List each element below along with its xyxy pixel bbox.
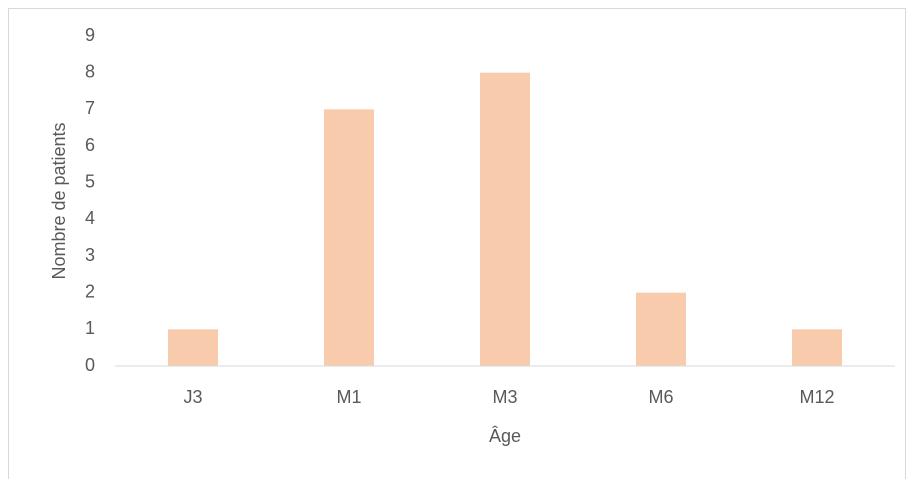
x-tick-label: M3 [492,387,517,407]
y-tick-label: 8 [85,61,95,81]
y-axis-title: Nombre de patients [49,122,69,279]
bar [792,329,842,366]
y-tick-label: 7 [85,98,95,118]
bar [480,72,530,367]
y-tick-label: 2 [85,281,95,301]
chart-border [8,8,906,479]
y-tick-label: 4 [85,208,95,228]
x-tick-label: J3 [183,387,202,407]
y-tick-label: 0 [85,355,95,375]
x-tick-label: M12 [799,387,834,407]
y-tick-label: 9 [85,25,95,45]
bar [636,292,686,366]
y-tick-label: 3 [85,245,95,265]
x-axis-title: Âge [489,426,521,446]
y-tick-label: 1 [85,318,95,338]
bar [168,329,218,366]
x-tick-label: M1 [336,387,361,407]
y-tick-label: 5 [85,171,95,191]
x-tick-label: M6 [648,387,673,407]
y-tick-label: 6 [85,135,95,155]
bar [324,109,374,366]
